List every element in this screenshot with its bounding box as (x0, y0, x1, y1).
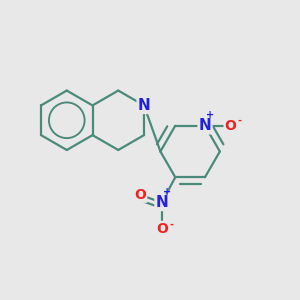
Text: +: + (206, 110, 214, 120)
Text: O: O (224, 119, 236, 133)
Text: -: - (169, 220, 173, 230)
Text: O: O (135, 188, 146, 202)
Text: N: N (138, 98, 150, 113)
Text: O: O (156, 222, 168, 236)
Text: N: N (155, 195, 168, 210)
Text: +: + (163, 187, 171, 197)
Text: N: N (199, 118, 212, 133)
Text: -: - (238, 116, 242, 126)
